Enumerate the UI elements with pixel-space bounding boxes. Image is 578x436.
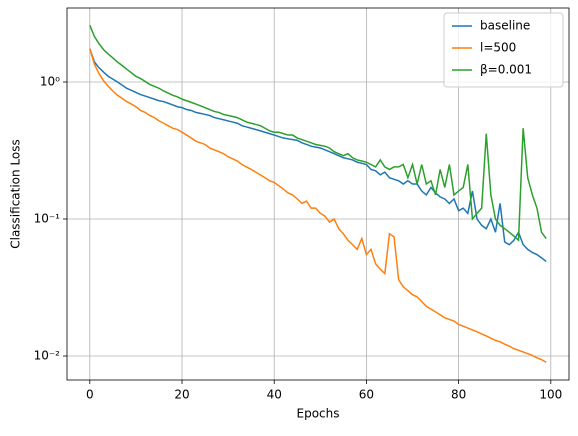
x-tick-label: 60 <box>359 388 374 402</box>
y-tick-label: 10⁰ <box>40 75 60 89</box>
y-tick-label: 10⁻¹ <box>34 212 61 226</box>
legend-box <box>443 12 564 88</box>
x-tick-label: 0 <box>86 388 94 402</box>
x-axis-label: Epochs <box>297 407 340 421</box>
y-tick-label: 10⁻² <box>34 348 61 362</box>
plot-frame <box>66 7 570 381</box>
y-axis-label: Classification Loss <box>9 139 23 249</box>
line-series <box>89 48 547 263</box>
x-tick-label: 100 <box>539 388 562 402</box>
legend-label: β=0.001 <box>480 63 532 77</box>
legend-label: baseline <box>480 19 530 33</box>
x-tick-label: 40 <box>267 388 282 402</box>
legend: baseline l=500 β=0.001 <box>443 12 564 88</box>
line-series <box>89 24 547 242</box>
legend-label: l=500 <box>480 41 516 55</box>
x-tick-label: 20 <box>174 388 189 402</box>
line-series <box>89 48 547 363</box>
x-tick-label: 80 <box>451 388 466 402</box>
